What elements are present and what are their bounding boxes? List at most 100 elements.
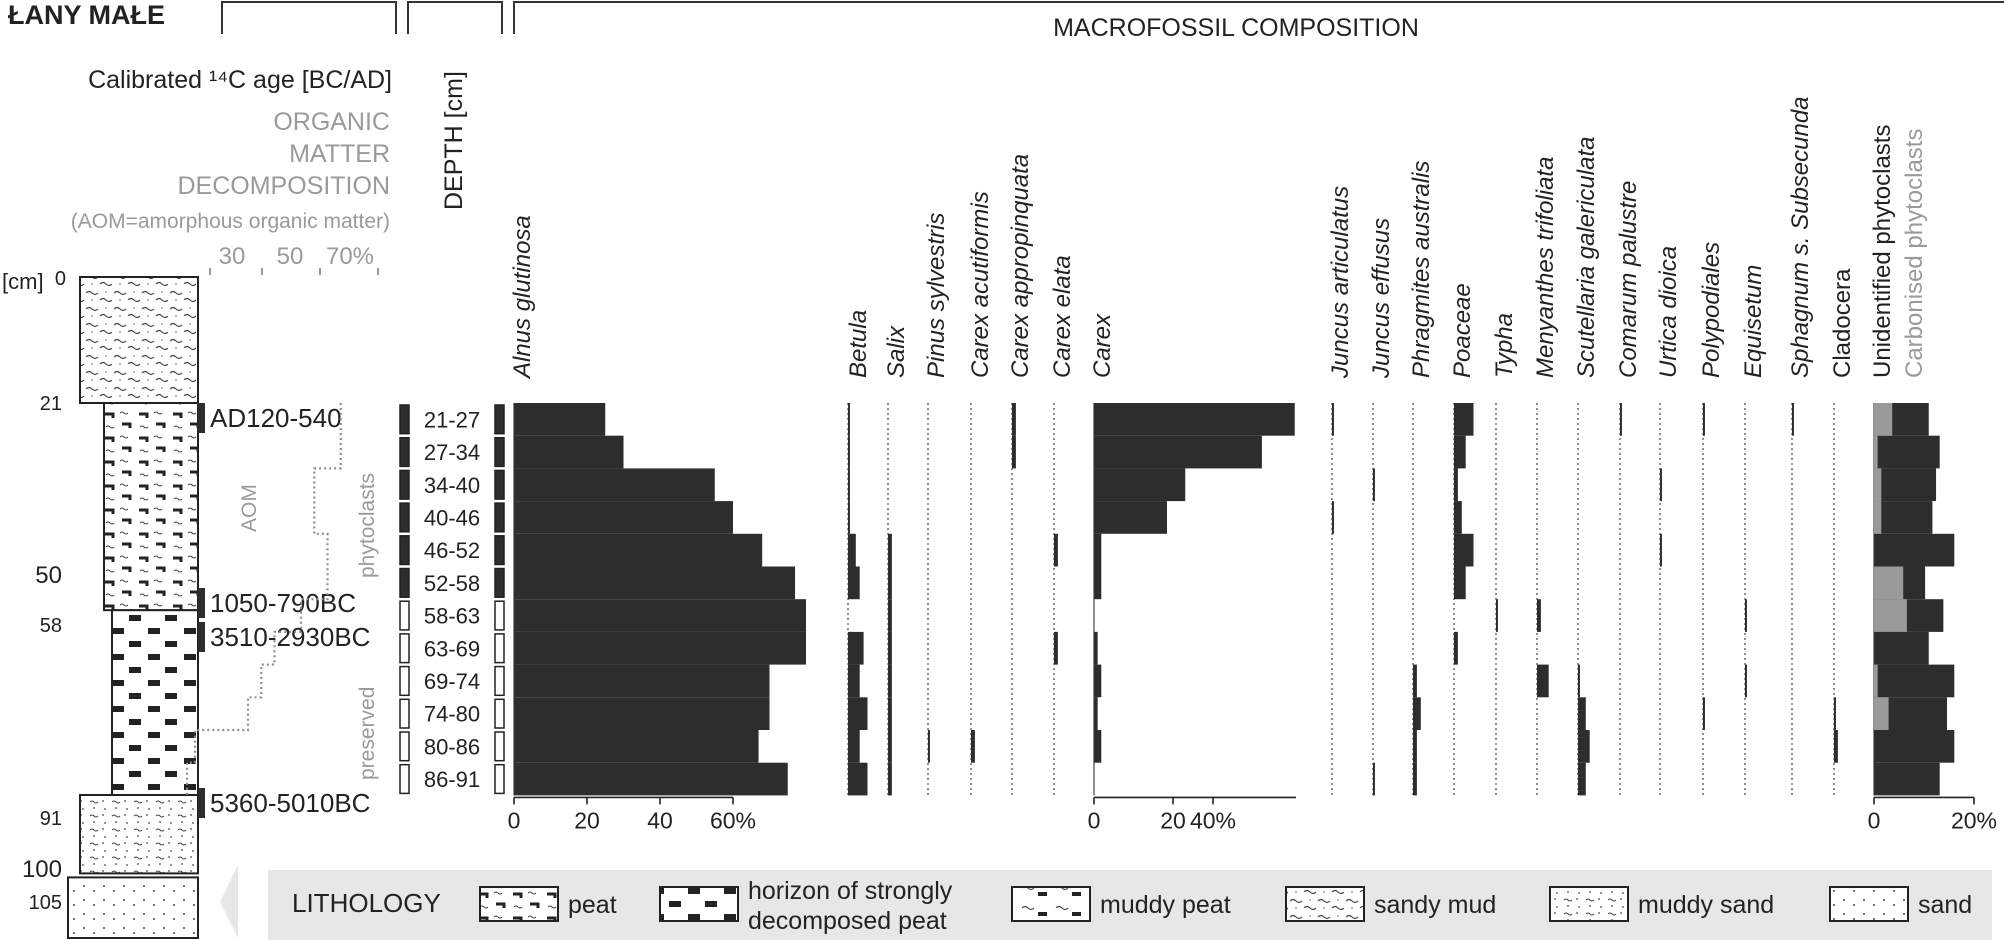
decomposition-curve: 30 50 70% AOM phytoclasts preserved (185, 243, 379, 796)
bar-2-10 (888, 730, 892, 763)
sample-depth-label-8: 69-74 (424, 669, 480, 694)
bar-1-3 (848, 501, 850, 534)
taxon-label-15: Comarum palustre (1615, 181, 1642, 378)
legend-label2-horizon: decomposed peat (748, 907, 947, 935)
lithology-depth-tick-21: 21 (40, 393, 62, 415)
bar-7-9 (1094, 697, 1098, 730)
taxon-label-10: Phragmites australis (1408, 161, 1435, 378)
sample-box-right-8 (494, 665, 505, 697)
bar-22-1 (1874, 435, 1878, 469)
legend-arrow (220, 865, 238, 938)
bar-0-8 (514, 664, 770, 698)
decomposition-title-line1: ORGANIC (273, 108, 390, 136)
bar-11-3 (1454, 501, 1462, 534)
sample-depth-label-9: 74-80 (424, 702, 480, 727)
taxon-label-5: Carex appropinquata (1007, 154, 1034, 378)
bar-2-6 (888, 599, 892, 632)
bar-1-8 (848, 664, 860, 698)
bar-7-0 (1094, 403, 1295, 436)
bar-14-9 (1578, 697, 1586, 730)
bar-2-11 (888, 762, 892, 796)
decomposition-tick-2: 70% (326, 243, 374, 270)
bar-21-8 (1874, 664, 1955, 698)
bar-20-9 (1834, 697, 1836, 730)
bar-21-3 (1874, 501, 1933, 534)
lithology-depth-tick-105: 105 (29, 892, 62, 914)
legend-swatch-muddy-sand (1549, 886, 1629, 922)
axis-tick-label-21-1: 20% (1951, 807, 1997, 833)
lithology-legend: LITHOLOGY peat horizon of stronglydecompos… (220, 865, 1992, 940)
axis-tick-label-0-2: 40 (647, 807, 673, 833)
bar-13-8 (1537, 664, 1549, 698)
sample-depth-label-3: 40-46 (424, 505, 480, 530)
age-axis-title: Calibrated ¹⁴C age [BC/AD] (88, 66, 392, 94)
bar-6-4 (1054, 533, 1058, 567)
date-label-2: 3510-2930BC (210, 622, 370, 652)
axis-tick-label-7-1: 20 (1160, 807, 1186, 833)
lithology-depth-tick-0: 0 (55, 268, 66, 290)
bar-1-1 (848, 435, 850, 469)
decomposition-note: (AOM=amorphous organic matter) (71, 210, 390, 233)
legend-label-peat: peat (568, 891, 617, 919)
sample-box-right-4 (494, 535, 505, 566)
lithology-unit-1 (103, 402, 199, 612)
sample-box-right-2 (494, 469, 505, 500)
date-marker-3 (198, 788, 205, 818)
bar-21-1 (1874, 435, 1940, 469)
bar-0-9 (514, 697, 770, 730)
bar-0-6 (514, 599, 806, 632)
sample-depth-label-0: 21-27 (424, 407, 480, 432)
bar-0-7 (514, 631, 806, 665)
header-frame (221, 1, 2004, 34)
taxon-label-6: Carex elata (1049, 255, 1076, 378)
preserved-label: preserved (356, 687, 379, 780)
date-marker-2 (198, 622, 205, 652)
sample-box-left-7 (399, 633, 410, 664)
date-label-3: 5360-5010BC (210, 788, 370, 818)
bar-10-8 (1413, 664, 1417, 698)
legend-swatch-sand (1829, 886, 1909, 922)
cm-label: [cm] (2, 269, 44, 294)
legend-label-horizon: horizon of strongly (748, 877, 953, 905)
taxon-label-8: Juncus articulatus (1327, 186, 1354, 379)
axis-tick-label-7-2: 40% (1190, 807, 1236, 833)
bar-4-10 (971, 730, 975, 763)
sample-box-right-3 (494, 502, 505, 533)
bar-22-6 (1874, 599, 1907, 632)
lithology-unit-4 (67, 876, 199, 940)
bar-2-8 (888, 664, 892, 698)
sample-box-right-11 (494, 763, 505, 795)
sample-box-left-4 (399, 535, 410, 566)
bar-22-3 (1874, 501, 1882, 534)
bar-10-9 (1413, 697, 1421, 730)
taxon-label-14: Scutellaria galericulata (1573, 137, 1600, 378)
bar-7-10 (1094, 730, 1102, 763)
sample-box-left-9 (399, 698, 410, 729)
bar-2-9 (888, 697, 892, 730)
bar-1-0 (848, 403, 850, 436)
sample-depth-label-5: 52-58 (424, 571, 480, 596)
sample-box-left-3 (399, 502, 410, 533)
sample-box-right-9 (494, 698, 505, 729)
bar-22-8 (1874, 664, 1878, 698)
sample-box-left-11 (399, 763, 410, 795)
legend-label-sand: sand (1918, 891, 1972, 919)
bar-9-2 (1373, 468, 1375, 502)
sample-box-right-5 (494, 567, 505, 598)
axis-tick-label-0-1: 20 (574, 807, 600, 833)
bar-22-5 (1874, 566, 1904, 600)
bar-15-0 (1620, 403, 1622, 436)
bar-21-2 (1874, 468, 1937, 502)
bar-7-3 (1094, 501, 1167, 534)
taxon-label-2: Salix (883, 325, 910, 378)
bar-5-1 (1012, 435, 1016, 469)
taxon-label-7: Carex (1089, 313, 1116, 378)
sample-box-left-6 (399, 600, 410, 631)
lithology-column: 0 21 50 58 91 100 105 (22, 268, 199, 940)
sample-box-right-10 (494, 731, 505, 762)
sample-depth-label-6: 58-63 (424, 604, 480, 629)
taxon-label-1: Betula (845, 310, 872, 378)
depth-sample-column: 21-27 27-34 34-40 40-46 46-52 52-58 58-63 63-69… (399, 404, 505, 795)
bar-0-2 (514, 468, 715, 502)
bar-11-5 (1454, 566, 1466, 600)
